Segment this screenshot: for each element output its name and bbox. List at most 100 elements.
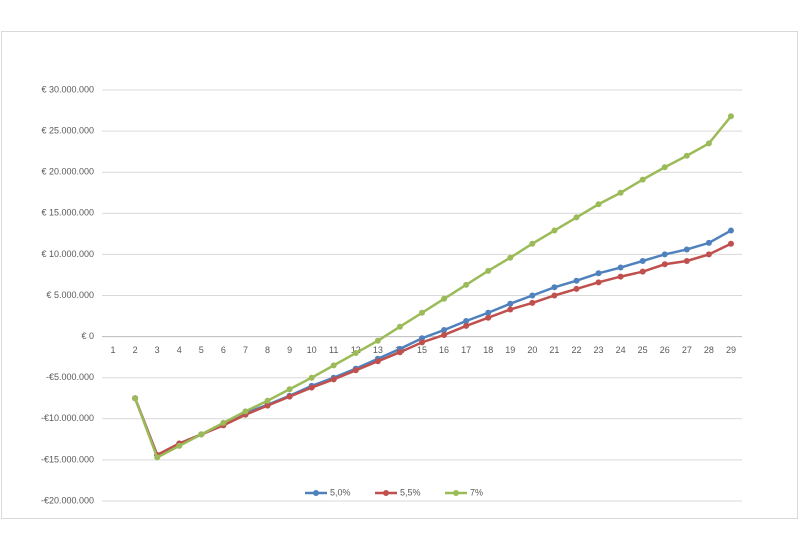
data-point: [198, 431, 205, 438]
x-tick-label: 11: [329, 345, 338, 355]
data-point: [595, 279, 602, 286]
y-tick-label: -€20.000.000: [41, 495, 94, 505]
data-point: [330, 362, 337, 369]
x-tick-label: 3: [155, 345, 160, 355]
data-point: [308, 374, 315, 381]
x-tick-label: 13: [373, 345, 383, 355]
data-point: [661, 261, 668, 268]
y-tick-label: -€5.000.000: [46, 372, 94, 382]
legend-marker: [383, 490, 389, 496]
x-tick-label: 25: [638, 345, 648, 355]
data-point: [485, 309, 492, 316]
data-point: [595, 201, 602, 208]
data-point: [374, 358, 381, 365]
data-point: [727, 227, 734, 234]
data-point: [485, 267, 492, 274]
data-point: [639, 176, 646, 183]
data-point: [683, 152, 690, 159]
data-point: [551, 227, 558, 234]
data-point: [441, 295, 448, 302]
legend-item: 5,0%: [305, 487, 351, 497]
data-point: [639, 268, 646, 275]
y-tick-label: € 25.000.000: [41, 125, 94, 135]
data-point: [485, 314, 492, 321]
data-point: [419, 335, 425, 342]
data-point: [617, 189, 624, 196]
y-tick-label: € 15.000.000: [41, 208, 94, 218]
y-tick-label: -€15.000.000: [41, 454, 94, 464]
data-point: [705, 140, 712, 147]
data-point: [705, 239, 712, 246]
data-point: [374, 337, 381, 344]
data-point: [529, 299, 536, 306]
data-point: [551, 284, 558, 291]
data-point: [286, 386, 293, 393]
data-point: [352, 367, 359, 374]
data-point: [463, 322, 470, 329]
data-point: [396, 349, 403, 356]
data-point: [529, 240, 536, 247]
legend-label: 5,0%: [330, 487, 351, 497]
x-tick-label: 22: [571, 345, 581, 355]
x-tick-label: 17: [461, 345, 471, 355]
data-point: [507, 254, 514, 261]
data-point: [727, 240, 734, 247]
y-tick-label: € 30.000.000: [41, 84, 94, 94]
series-line: [133, 242, 732, 457]
data-point: [419, 309, 425, 316]
data-point: [330, 376, 337, 383]
data-point: [441, 331, 448, 338]
x-tick-label: 9: [287, 345, 292, 355]
x-tick-label: 7: [243, 345, 248, 355]
x-tick-label: 28: [704, 345, 714, 355]
data-point: [463, 317, 470, 324]
data-point: [661, 164, 668, 171]
data-point: [507, 300, 514, 307]
x-tick-label: 5: [199, 345, 204, 355]
y-tick-label: € 0: [81, 331, 94, 341]
data-point: [639, 257, 646, 264]
x-tick-label: 18: [483, 345, 493, 355]
data-point: [573, 277, 580, 284]
x-tick-label: 8: [265, 345, 270, 355]
data-point: [220, 419, 227, 426]
x-tick-label: 10: [307, 345, 317, 355]
data-point: [727, 113, 734, 120]
x-tick-label: 15: [417, 345, 427, 355]
x-tick-label: 6: [221, 345, 226, 355]
data-point: [286, 393, 293, 400]
data-point: [617, 273, 624, 280]
data-point: [264, 397, 271, 404]
legend-item: 7%: [445, 487, 483, 497]
data-point: [551, 292, 558, 299]
x-tick-label: 16: [439, 345, 449, 355]
y-tick-label: € 5.000.000: [46, 290, 94, 300]
x-tick-label: 26: [660, 345, 670, 355]
data-point: [595, 270, 602, 277]
x-tick-label: 29: [726, 345, 736, 355]
data-point: [176, 442, 183, 449]
x-tick-label: 21: [549, 345, 559, 355]
data-point: [573, 214, 580, 221]
data-point: [573, 285, 580, 292]
legend-label: 5,5%: [400, 487, 421, 497]
data-point: [352, 350, 359, 357]
x-tick-label: 27: [682, 345, 692, 355]
data-point: [132, 395, 139, 402]
x-tick-label: 1: [111, 345, 116, 355]
y-tick-label: € 20.000.000: [41, 167, 94, 177]
x-tick-label: 4: [177, 345, 182, 355]
data-point: [683, 257, 690, 264]
x-tick-label: 2: [133, 345, 138, 355]
x-tick-label: 23: [594, 345, 604, 355]
y-tick-label: -€10.000.000: [41, 413, 94, 423]
data-point: [308, 384, 315, 391]
legend-item: 5,5%: [375, 487, 421, 497]
data-point: [154, 454, 161, 461]
data-point: [463, 281, 470, 288]
data-point: [507, 306, 514, 313]
x-tick-label: 20: [527, 345, 537, 355]
chart-frame: [1, 31, 798, 519]
